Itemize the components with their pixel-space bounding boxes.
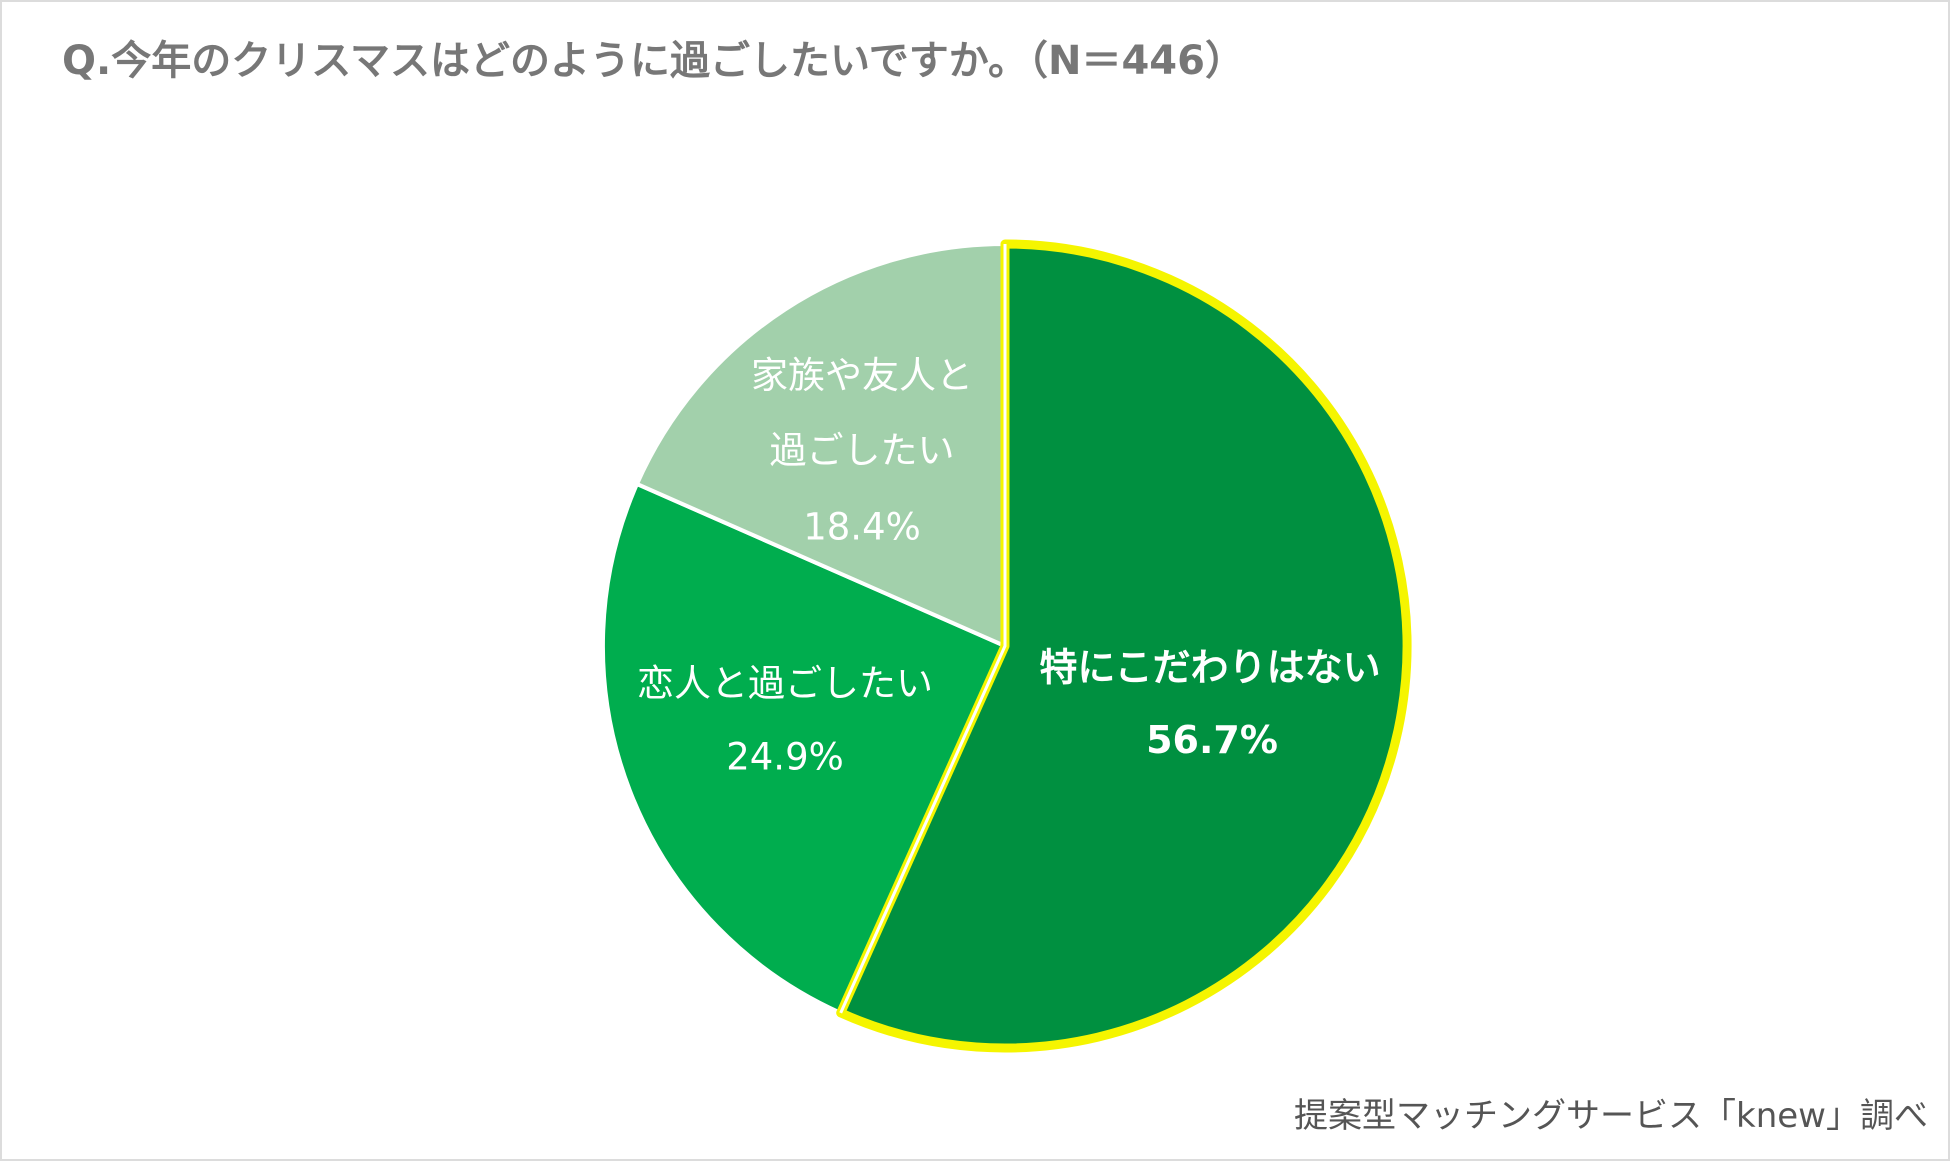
slice-value-no-preference: 56.7%: [1146, 718, 1278, 762]
highlight-outline: [836, 239, 1412, 1053]
slice-value-with-family: 18.4%: [803, 505, 921, 549]
slice-value-with-partner: 24.9%: [726, 735, 844, 779]
source-note: 提案型マッチングサービス「knew」調べ: [1294, 1096, 1928, 1136]
highlight-inner-edge: [839, 244, 1007, 1014]
chart-title: Q.今年のクリスマスはどのように過ごしたいですか。（N＝446）: [62, 38, 1245, 84]
slice-label-with-family-line2: 過ごしたい: [769, 429, 955, 472]
slice-label-with-partner: 恋人と過ごしたい: [637, 662, 933, 705]
slice-label-no-preference: 特にこだわりはない: [1039, 645, 1381, 690]
slice-with-family-friends: [634, 241, 1007, 650]
slice-label-with-family-line1: 家族や友人と: [751, 354, 973, 397]
slice-with-partner: [600, 481, 1008, 1016]
